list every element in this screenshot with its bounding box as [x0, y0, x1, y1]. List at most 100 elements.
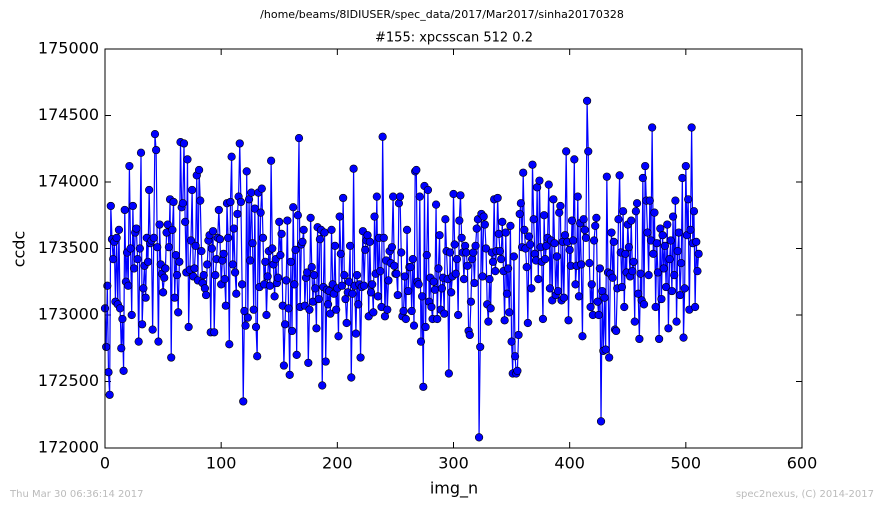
marker: [423, 185, 433, 195]
marker: [352, 271, 362, 280]
marker: [190, 264, 199, 273]
marker: [261, 257, 270, 266]
marker: [327, 225, 336, 234]
marker: [339, 193, 348, 203]
marker: [231, 268, 240, 277]
marker: [573, 192, 582, 201]
marker: [415, 192, 424, 201]
marker: [593, 297, 602, 306]
marker: [154, 337, 163, 346]
marker: [595, 264, 604, 273]
y-tick-label: 172500: [38, 371, 99, 390]
marker: [155, 220, 164, 229]
marker: [312, 324, 321, 333]
marker: [243, 313, 252, 322]
marker: [383, 305, 392, 314]
marker: [310, 271, 319, 280]
marker: [401, 314, 410, 324]
marker: [276, 251, 285, 260]
marker: [433, 314, 442, 324]
marker: [258, 233, 268, 242]
marker: [203, 260, 212, 269]
marker: [141, 293, 150, 302]
x-tick-label: 300: [438, 454, 469, 473]
marker: [370, 212, 379, 221]
marker: [171, 251, 180, 260]
marker: [104, 368, 113, 377]
marker: [160, 273, 169, 282]
marker: [292, 350, 301, 360]
marker: [668, 212, 678, 221]
marker: [125, 161, 134, 171]
marker: [505, 308, 514, 317]
footer-left: Thu Mar 30 06:36:14 2017: [9, 489, 143, 500]
marker: [502, 289, 512, 298]
marker: [207, 244, 216, 253]
marker: [617, 282, 627, 292]
marker: [321, 357, 330, 366]
marker: [556, 201, 565, 211]
marker: [449, 189, 458, 199]
marker: [553, 286, 563, 296]
marker: [315, 235, 325, 244]
marker: [174, 308, 183, 317]
marker: [305, 305, 314, 314]
marker: [667, 286, 676, 296]
marker: [330, 241, 340, 250]
marker: [629, 257, 638, 266]
marker: [153, 243, 162, 252]
marker: [471, 241, 480, 250]
marker: [418, 292, 427, 301]
marker: [479, 212, 488, 221]
marker: [226, 197, 235, 207]
marker: [592, 213, 601, 223]
marker: [233, 209, 242, 219]
marker: [552, 252, 561, 261]
marker: [596, 417, 606, 426]
marker: [491, 267, 500, 276]
marker: [564, 316, 573, 325]
marker: [168, 225, 177, 234]
marker: [286, 257, 295, 266]
marker: [275, 217, 284, 226]
marker: [294, 134, 304, 143]
marker: [562, 147, 571, 156]
marker: [356, 353, 365, 362]
marker: [143, 257, 153, 266]
marker: [571, 280, 580, 289]
marker: [158, 288, 168, 297]
marker: [493, 193, 502, 203]
marker: [684, 195, 693, 204]
marker: [124, 281, 133, 290]
x-tick-label: 600: [787, 454, 818, 473]
marker: [326, 309, 335, 318]
marker: [361, 245, 370, 254]
marker: [253, 352, 262, 361]
marker: [484, 317, 493, 326]
marker: [118, 314, 127, 324]
marker: [457, 233, 466, 242]
marker: [285, 370, 294, 379]
marker: [429, 277, 438, 286]
marker: [164, 243, 173, 252]
marker: [589, 236, 599, 245]
marker: [336, 249, 345, 258]
marker: [628, 267, 637, 276]
marker: [530, 249, 539, 258]
marker: [550, 239, 559, 248]
marker: [650, 208, 659, 217]
marker: [608, 273, 617, 282]
marker: [393, 290, 402, 300]
marker: [314, 294, 323, 304]
marker: [399, 306, 408, 316]
marker: [534, 274, 543, 284]
marker: [535, 176, 544, 185]
marker: [145, 185, 154, 195]
marker: [148, 325, 157, 334]
marker: [565, 245, 574, 254]
marker: [431, 200, 441, 209]
marker: [545, 284, 555, 293]
marker: [586, 302, 595, 312]
marker: [196, 196, 205, 205]
marker: [175, 257, 184, 266]
